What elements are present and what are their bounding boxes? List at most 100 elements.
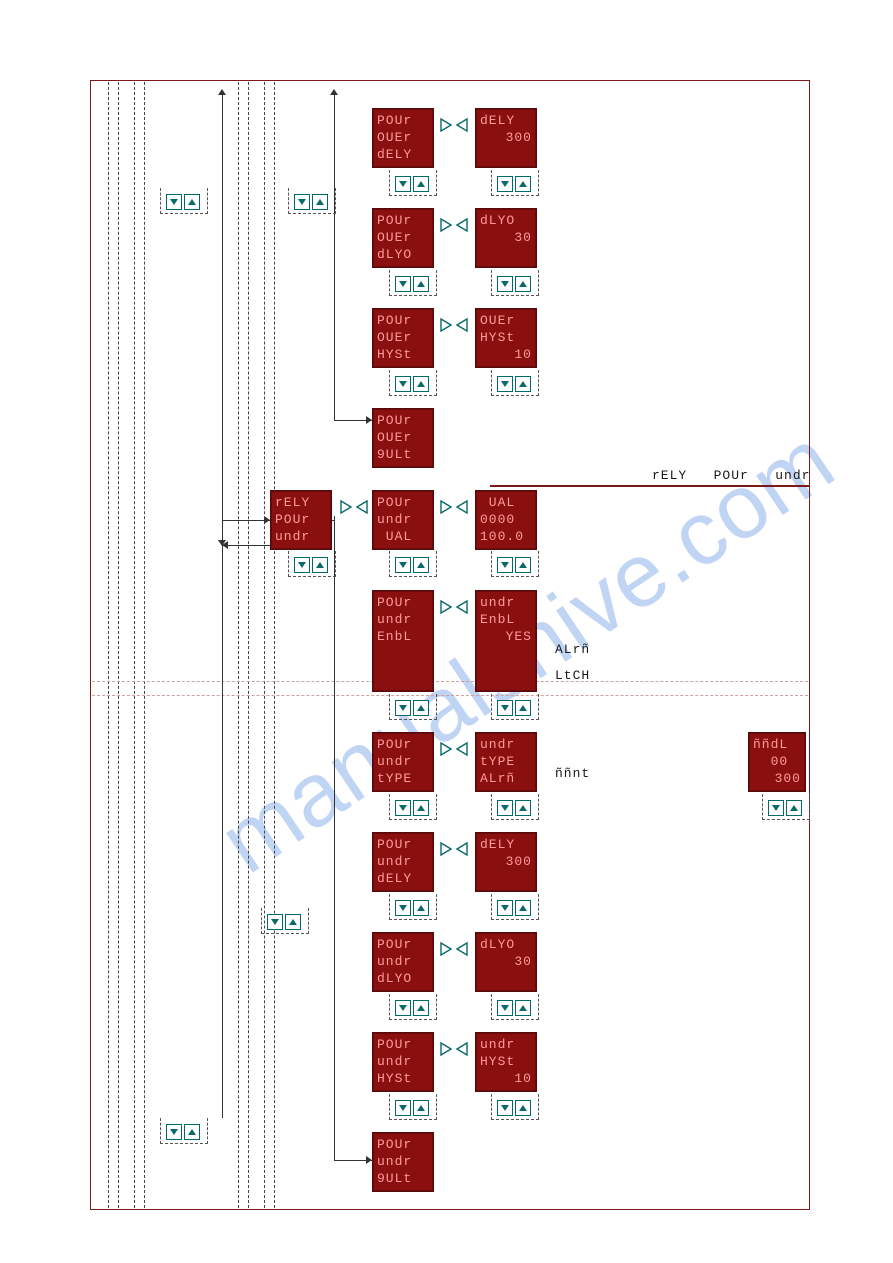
- value-display: dLYO 30: [475, 932, 537, 992]
- nav-frame: [491, 694, 539, 720]
- display-line: dLYO: [377, 970, 429, 987]
- nav-arrow-pair: [440, 742, 468, 756]
- display-line: OUEr: [377, 429, 429, 446]
- right-arrow-icon: [440, 500, 452, 514]
- nav-arrow-pair: [440, 1042, 468, 1056]
- param-display: POUrOUEr9ULt: [372, 408, 434, 468]
- left-arrow-icon: [456, 118, 468, 132]
- display-line: OUEr: [377, 229, 429, 246]
- display-line: ññdL: [753, 736, 801, 753]
- right-arrow-icon: [440, 942, 452, 956]
- left-arrow-icon: [456, 942, 468, 956]
- display-line: undr: [377, 753, 429, 770]
- nav-frame: [491, 370, 539, 396]
- flow-line: [222, 520, 270, 521]
- display-line: ALrñ: [480, 770, 532, 787]
- section-separator: [490, 485, 810, 487]
- right-arrow-icon: [440, 218, 452, 232]
- display-line: HYSt: [377, 346, 429, 363]
- display-line: POUr: [377, 312, 429, 329]
- nav-frame: [288, 188, 336, 214]
- flow-line: [332, 520, 334, 521]
- right-arrow-icon: [440, 600, 452, 614]
- display-line: undr: [275, 528, 327, 545]
- left-arrow-icon: [456, 600, 468, 614]
- value-display: undrtYPEALrñ: [475, 732, 537, 792]
- flow-arrowhead: [222, 541, 228, 549]
- nav-frame: [160, 1118, 208, 1144]
- section-header-label: rELY POUr undr: [652, 468, 810, 483]
- value-display: OUErHYSt 10: [475, 308, 537, 368]
- display-line: POUr: [377, 594, 429, 611]
- display-line: EnbL: [480, 611, 532, 628]
- display-line: YES: [480, 628, 532, 645]
- nav-frame: [491, 794, 539, 820]
- guide-hline: [92, 695, 808, 696]
- display-line: POUr: [377, 1136, 429, 1153]
- param-display: POUrundrHYSt: [372, 1032, 434, 1092]
- display-line: OUEr: [480, 312, 532, 329]
- nav-frame: [389, 1094, 437, 1120]
- display-line: 30: [480, 953, 532, 970]
- display-line: POUr: [275, 511, 327, 528]
- nav-arrow-pair: [440, 318, 468, 332]
- display-line: POUr: [377, 836, 429, 853]
- guide-vline: [144, 82, 145, 1208]
- display-line: 10: [480, 1070, 532, 1087]
- display-line: HYSt: [480, 329, 532, 346]
- display-line: dELY: [377, 870, 429, 887]
- display-line: UAL: [377, 528, 429, 545]
- display-line: POUr: [377, 112, 429, 129]
- display-line: 300: [753, 770, 801, 787]
- display-line: POUr: [377, 212, 429, 229]
- display-line: 30: [480, 229, 532, 246]
- nav-frame: [491, 1094, 539, 1120]
- flow-line: [222, 95, 223, 1118]
- nav-frame: [491, 894, 539, 920]
- side-display: ññdL 00 300: [748, 732, 806, 792]
- nav-frame: [389, 794, 437, 820]
- param-display: POUrundrdELY: [372, 832, 434, 892]
- flow-arrowhead: [218, 89, 226, 95]
- guide-vline: [108, 82, 109, 1208]
- value-display: dELY 300: [475, 832, 537, 892]
- param-display: POUrundrdLYO: [372, 932, 434, 992]
- display-line: undr: [377, 511, 429, 528]
- display-line: POUr: [377, 412, 429, 429]
- display-line: 300: [480, 129, 532, 146]
- left-arrow-icon: [456, 218, 468, 232]
- display-line: 100.0: [480, 528, 532, 545]
- display-line: 9ULt: [377, 1170, 429, 1187]
- flow-line: [334, 95, 335, 420]
- display-line: undr: [480, 594, 532, 611]
- nav-arrow-pair: [440, 218, 468, 232]
- guide-vline: [264, 82, 265, 1208]
- display-line: undr: [377, 953, 429, 970]
- left-arrow-icon: [456, 742, 468, 756]
- page-frame: [90, 80, 810, 1210]
- left-arrow-icon: [356, 500, 368, 514]
- nav-frame: [491, 551, 539, 577]
- display-line: tYPE: [377, 770, 429, 787]
- guide-vline: [274, 82, 275, 1208]
- left-arrow-icon: [456, 500, 468, 514]
- display-line: EnbL: [377, 628, 429, 645]
- display-line: 10: [480, 346, 532, 363]
- display-line: undr: [377, 1153, 429, 1170]
- display-line: undr: [480, 736, 532, 753]
- param-display: POUrOUErHYSt: [372, 308, 434, 368]
- right-arrow-icon: [440, 842, 452, 856]
- guide-vline: [238, 82, 239, 1208]
- display-line: OUEr: [377, 129, 429, 146]
- value-display: undrEnbL YES: [475, 590, 537, 692]
- display-line: POUr: [377, 1036, 429, 1053]
- nav-arrow-pair: [440, 600, 468, 614]
- display-line: POUr: [377, 494, 429, 511]
- param-display: POUrundr9ULt: [372, 1132, 434, 1192]
- nav-frame: [389, 994, 437, 1020]
- display-line: undr: [377, 853, 429, 870]
- nav-frame: [389, 694, 437, 720]
- value-display: dELY 300: [475, 108, 537, 168]
- display-line: dELY: [480, 836, 532, 853]
- nav-frame: [389, 370, 437, 396]
